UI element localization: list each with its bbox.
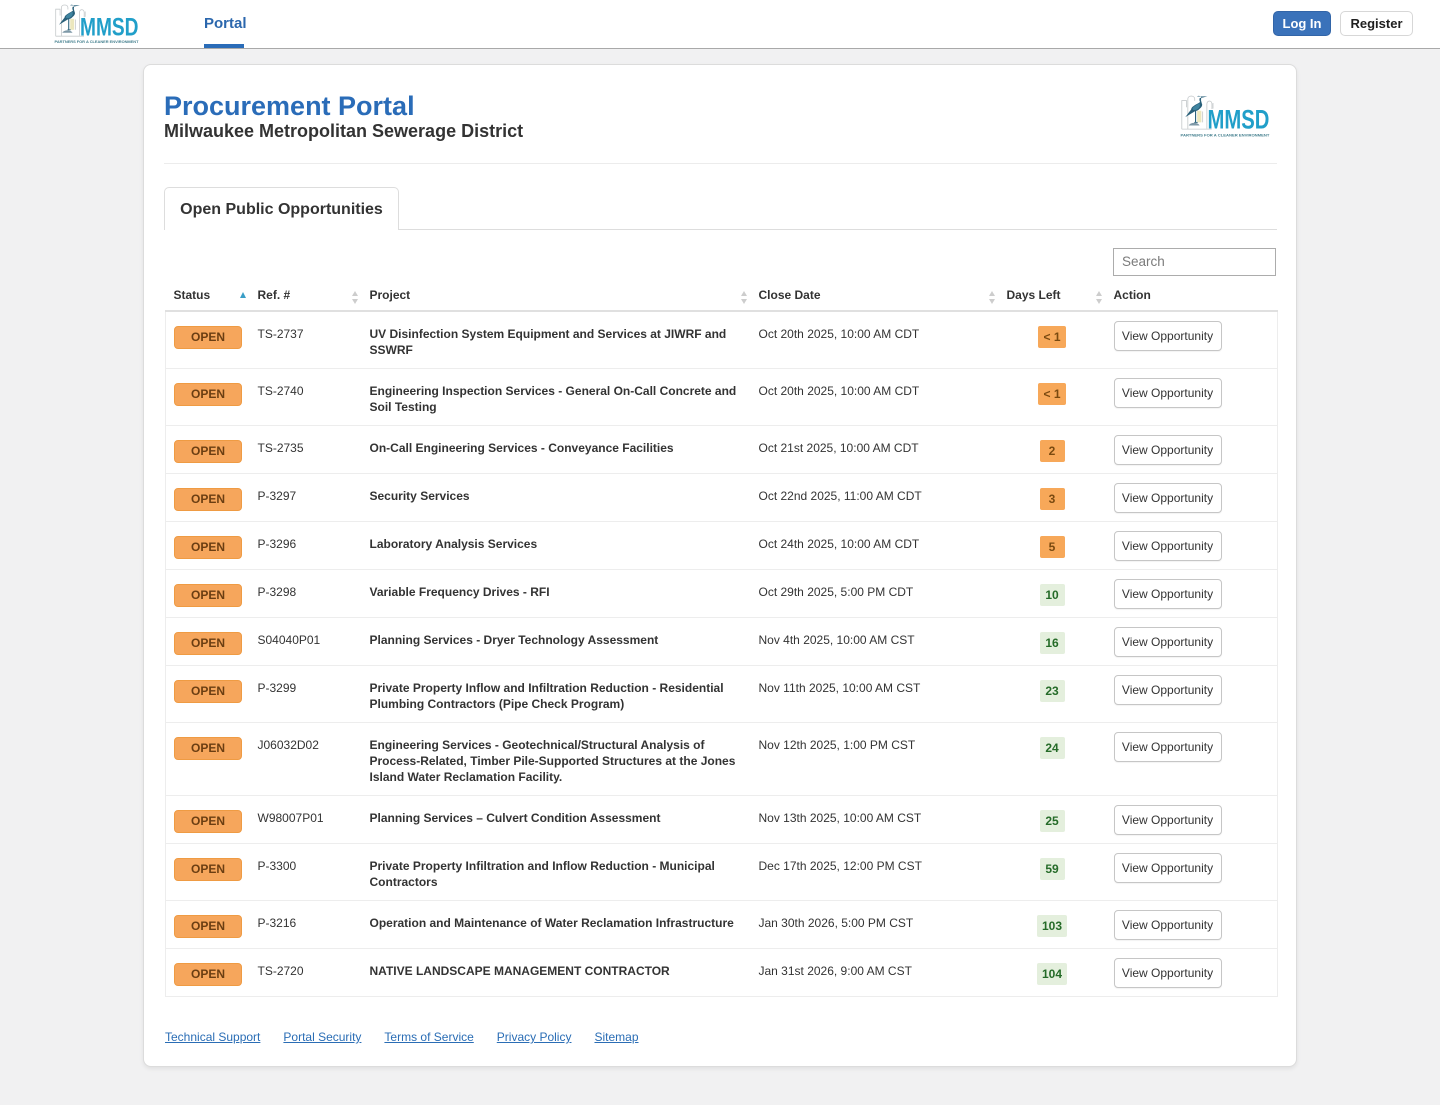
svg-text:MMSD: MMSD [1207, 104, 1269, 134]
svg-text:PARTNERS FOR A CLEANER ENVIRON: PARTNERS FOR A CLEANER ENVIRONMENT [55, 40, 140, 44]
svg-text:PARTNERS FOR A CLEANER ENVIRON: PARTNERS FOR A CLEANER ENVIRONMENT [1181, 132, 1270, 137]
svg-text:MMSD: MMSD [80, 14, 139, 42]
